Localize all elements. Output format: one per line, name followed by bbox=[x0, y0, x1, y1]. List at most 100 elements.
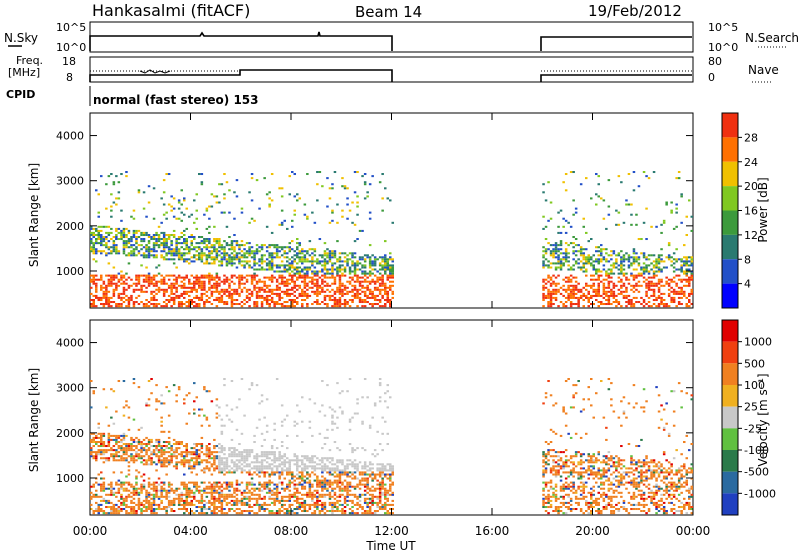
pixel bbox=[255, 487, 259, 490]
pixel bbox=[270, 288, 274, 291]
pixel bbox=[225, 463, 229, 466]
pixel bbox=[223, 463, 226, 466]
pixel bbox=[132, 244, 136, 247]
colorbar-swatch bbox=[722, 385, 738, 407]
pixel bbox=[200, 497, 204, 500]
pixel bbox=[389, 272, 392, 275]
pixel bbox=[291, 274, 294, 277]
pixel bbox=[250, 294, 254, 297]
pixel bbox=[582, 256, 586, 259]
pixel bbox=[263, 485, 266, 488]
pixel bbox=[278, 508, 281, 511]
pixel bbox=[378, 288, 382, 291]
pixel bbox=[253, 457, 256, 460]
pixel bbox=[263, 288, 266, 291]
pixel bbox=[368, 282, 372, 285]
pixel bbox=[125, 234, 128, 237]
pixel bbox=[577, 258, 580, 261]
pixel bbox=[296, 252, 299, 255]
pixel bbox=[376, 299, 379, 302]
pixel bbox=[125, 294, 128, 297]
pixel bbox=[142, 240, 146, 243]
pixel bbox=[90, 438, 93, 441]
pixel bbox=[177, 242, 181, 245]
pixel bbox=[195, 451, 199, 454]
pixel bbox=[120, 276, 123, 279]
pixel bbox=[220, 183, 224, 186]
pixel bbox=[326, 268, 329, 271]
pixel bbox=[384, 240, 387, 243]
pixel bbox=[120, 510, 123, 513]
pixel bbox=[97, 445, 101, 448]
pixel bbox=[280, 495, 284, 498]
pixel bbox=[188, 258, 191, 261]
pixel bbox=[195, 242, 199, 245]
pixel bbox=[321, 278, 324, 281]
pixel bbox=[107, 274, 111, 277]
pixel bbox=[155, 512, 158, 515]
pixel bbox=[298, 197, 302, 200]
pixel bbox=[549, 278, 553, 281]
pixel bbox=[200, 286, 204, 289]
pixel bbox=[685, 296, 689, 299]
pixel bbox=[298, 260, 302, 263]
pixel bbox=[155, 280, 158, 283]
pixel bbox=[341, 264, 344, 267]
pixel bbox=[260, 432, 264, 435]
pixel bbox=[316, 475, 319, 478]
pixel bbox=[235, 195, 239, 198]
pixel bbox=[331, 282, 334, 285]
power-ylabel: Slant Range [km] bbox=[27, 163, 41, 267]
pixel bbox=[283, 512, 287, 515]
pixel bbox=[356, 262, 359, 265]
pixel bbox=[180, 461, 184, 464]
pixel bbox=[223, 469, 226, 472]
pixel bbox=[205, 491, 209, 494]
pixel bbox=[90, 225, 93, 228]
pixel bbox=[172, 503, 176, 506]
pixel bbox=[208, 443, 211, 446]
pixel bbox=[373, 256, 377, 259]
pixel bbox=[632, 303, 636, 306]
pixel bbox=[620, 286, 623, 289]
pixel bbox=[117, 181, 121, 184]
pixel bbox=[240, 467, 244, 470]
pixel bbox=[296, 512, 299, 515]
pixel bbox=[112, 248, 116, 251]
pixel bbox=[278, 465, 281, 468]
pixel bbox=[368, 256, 372, 259]
pixel bbox=[95, 286, 98, 289]
pixel bbox=[612, 282, 616, 285]
pixel bbox=[298, 481, 302, 484]
pixel bbox=[268, 191, 271, 194]
pixel bbox=[270, 258, 274, 261]
pixel bbox=[645, 264, 648, 267]
pixel bbox=[213, 238, 216, 241]
pixel bbox=[218, 495, 221, 498]
pixel bbox=[198, 299, 201, 302]
pixel bbox=[672, 276, 676, 279]
pixel bbox=[208, 469, 211, 472]
pixel bbox=[378, 272, 382, 275]
pixel bbox=[642, 305, 646, 308]
pixel bbox=[323, 299, 327, 302]
pixel bbox=[127, 262, 131, 265]
noise-tick-top-right: 10^5 bbox=[708, 21, 738, 34]
pixel bbox=[268, 294, 271, 297]
pixel bbox=[145, 443, 148, 446]
pixel bbox=[270, 447, 274, 450]
pixel bbox=[180, 256, 184, 259]
pixel bbox=[97, 238, 101, 241]
pixel bbox=[92, 301, 96, 304]
pixel bbox=[602, 288, 606, 291]
pixel bbox=[343, 292, 347, 295]
pixel bbox=[260, 394, 264, 397]
pixel bbox=[190, 465, 194, 468]
pixel bbox=[311, 434, 314, 437]
pixel bbox=[645, 290, 648, 293]
pixel bbox=[321, 256, 324, 259]
pixel bbox=[102, 499, 106, 502]
pixel bbox=[145, 246, 148, 249]
pixel bbox=[343, 270, 347, 273]
pixel bbox=[228, 278, 231, 281]
